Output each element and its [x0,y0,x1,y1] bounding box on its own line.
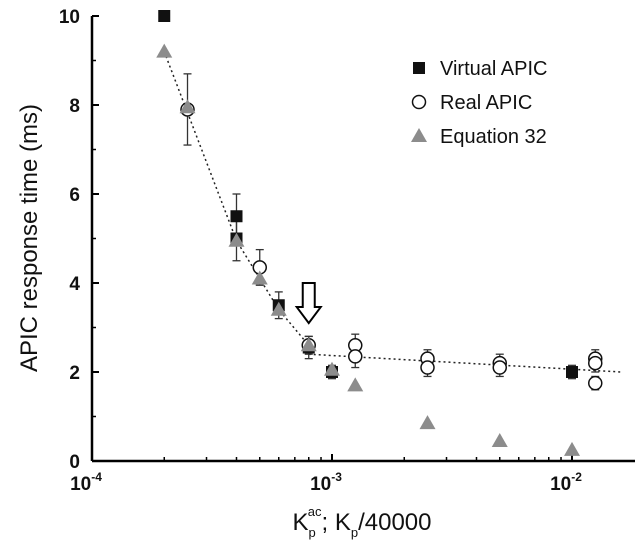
data-point [566,366,578,378]
y-axis-label: APIC response time (ms) [16,104,43,372]
data-point [588,375,603,391]
error-bars [183,73,600,391]
data-point [419,415,436,430]
x-axis-label: Kpac; Kp/40000 [293,504,432,540]
data-point [230,210,243,223]
x-axis-label-k2-sub: p [351,525,358,540]
annotations [294,282,323,325]
data-point [588,355,603,371]
y-tick-label: 4 [69,274,80,295]
data-point [270,301,287,316]
data-point [420,360,435,375]
x-axis-label-rest: ; K [322,509,351,536]
data-point [300,337,317,352]
y-tick-label: 2 [69,363,80,384]
legend-marker [413,62,425,74]
data-point [324,361,340,376]
data-point [156,43,173,58]
data-point [347,377,364,392]
data-point [251,270,268,285]
y-tick-label: 8 [69,96,80,117]
data-point [179,99,196,114]
legend-marker [411,94,427,110]
x-axis-label-k1-sub: p [309,525,316,540]
x-tick-label: 10-2 [550,470,582,495]
data-point [158,10,171,22]
axis-ticks [91,15,573,462]
legend-label: Equation 32 [440,126,547,148]
data-point [348,349,363,364]
x-tick-label: 10-4 [70,470,102,495]
legend-label: Virtual APIC [440,58,547,80]
plot-frame [90,16,635,463]
data-point [492,360,508,375]
data-point [228,232,245,247]
x-axis-label-k1-sup: ac [308,504,322,519]
legend: Virtual APIC Real APIC Equation 32 [411,58,547,148]
x-axis-label-k1: K [293,509,309,536]
down-arrow-annotation [294,282,323,325]
y-tick-label: 10 [59,7,80,28]
data-markers [156,10,603,456]
y-tick-label: 0 [69,452,80,473]
legend-label: Real APIC [440,92,532,114]
data-point [564,441,580,456]
tick-labels: 0 2 4 6 8 10 10-4 10-3 10-2 [59,7,582,495]
legend-marker [411,128,427,142]
y-tick-label: 6 [69,185,80,206]
data-point [491,432,508,447]
x-axis-label-tail: /40000 [358,509,431,536]
x-tick-label: 10-3 [310,470,342,495]
